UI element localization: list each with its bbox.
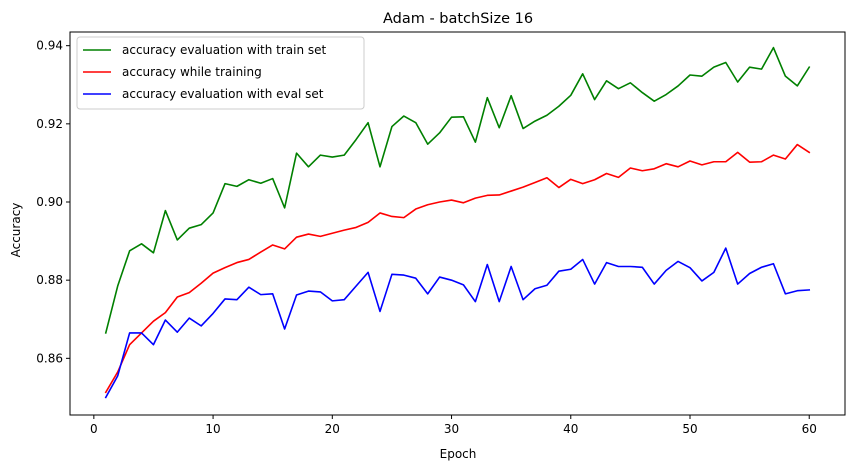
chart-title: Adam - batchSize 16 (383, 11, 533, 27)
legend-entry-training: accuracy while training (122, 65, 262, 79)
legend-box (76, 36, 365, 110)
x-tick-label: 30 (444, 422, 459, 436)
series-layer (104, 46, 811, 399)
series-line-2 (104, 247, 811, 399)
y-tick-label: 0.90 (36, 195, 63, 209)
plot-frame (69, 31, 846, 416)
x-tick-label: 0 (90, 422, 98, 436)
y-tick-label: 0.94 (36, 39, 63, 53)
y-tick-label: 0.88 (36, 273, 63, 287)
y-axis-label: Accuracy (9, 203, 23, 258)
x-tick-label: 60 (802, 422, 817, 436)
x-axis-label: Epoch (440, 447, 477, 461)
series-line-0 (104, 46, 811, 334)
legend-entry-train: accuracy evaluation with train set (122, 43, 327, 57)
ticks-layer: 0 10 20 30 40 50 60 0.86 0.88 0.90 0.92 0.94 (36, 39, 817, 436)
legend: accuracy evaluation with train set accur… (76, 36, 365, 110)
y-tick-label: 0.92 (36, 117, 63, 131)
y-tick-label: 0.86 (36, 351, 63, 365)
legend-entry-eval: accuracy evaluation with eval set (122, 87, 324, 101)
series-line-1 (104, 143, 811, 394)
x-tick-label: 40 (563, 422, 578, 436)
x-tick-label: 50 (682, 422, 697, 436)
x-tick-label: 20 (325, 422, 340, 436)
x-tick-label: 10 (205, 422, 220, 436)
